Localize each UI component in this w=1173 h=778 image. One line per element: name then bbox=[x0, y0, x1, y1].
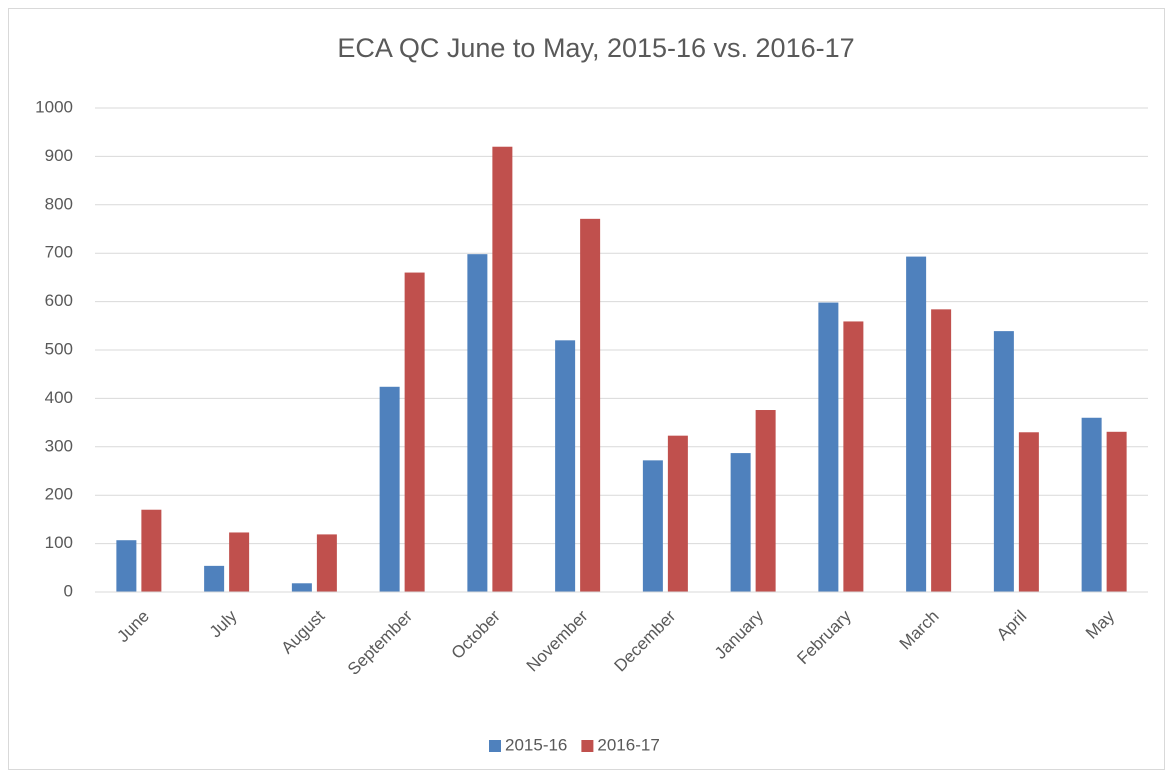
bar bbox=[141, 509, 162, 592]
bar bbox=[843, 321, 864, 592]
chart-title: ECA QC June to May, 2015-16 vs. 2016-17 bbox=[337, 33, 854, 63]
y-tick-label: 900 bbox=[45, 146, 73, 165]
bar bbox=[1106, 431, 1127, 592]
y-tick-label: 700 bbox=[45, 243, 73, 262]
bar bbox=[291, 583, 312, 592]
y-tick-label: 100 bbox=[45, 533, 73, 552]
bar bbox=[229, 532, 250, 592]
bar bbox=[404, 272, 425, 592]
bar bbox=[818, 302, 839, 592]
bar bbox=[379, 386, 400, 592]
y-tick-label: 300 bbox=[45, 436, 73, 455]
y-tick-label: 500 bbox=[45, 339, 73, 358]
bar bbox=[555, 340, 576, 592]
bar bbox=[492, 146, 513, 592]
bar bbox=[204, 565, 225, 592]
bar bbox=[755, 410, 776, 592]
bar bbox=[931, 309, 952, 592]
bar bbox=[667, 435, 688, 592]
legend-label: 2015-16 bbox=[505, 735, 567, 754]
y-tick-label: 1000 bbox=[35, 97, 73, 116]
y-tick-label: 0 bbox=[64, 581, 73, 600]
y-tick-label: 800 bbox=[45, 194, 73, 213]
y-tick-label: 200 bbox=[45, 485, 73, 504]
legend-swatch bbox=[581, 740, 594, 752]
bar bbox=[730, 453, 751, 592]
bar bbox=[1018, 432, 1039, 592]
y-tick-label: 400 bbox=[45, 388, 73, 407]
bar bbox=[993, 331, 1014, 592]
bar bbox=[642, 460, 663, 592]
bar bbox=[906, 256, 927, 592]
bar bbox=[316, 534, 337, 592]
y-tick-label: 600 bbox=[45, 291, 73, 310]
legend-label: 2016-17 bbox=[597, 735, 659, 754]
legend-swatch bbox=[489, 740, 501, 752]
bar bbox=[1081, 417, 1102, 592]
bar bbox=[116, 540, 137, 592]
bar bbox=[580, 218, 601, 592]
bar bbox=[467, 254, 488, 592]
